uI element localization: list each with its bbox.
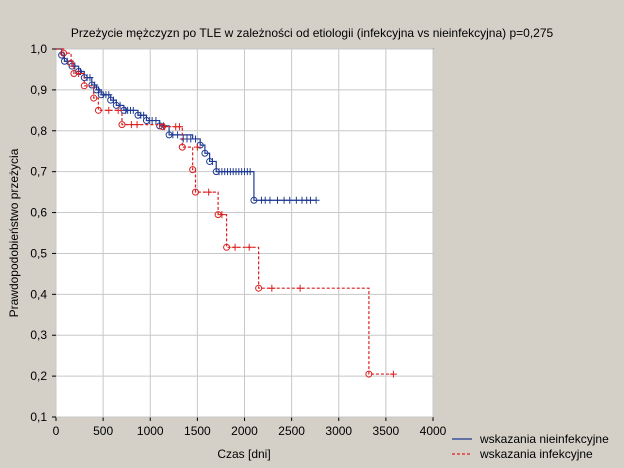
event-marker [94,106,102,114]
censored-marker [205,188,213,196]
y-tick-label: 0,2 [30,369,47,383]
y-axis-label: Prawdopodobieństwo przeżycia [7,148,21,317]
y-tick-label: 0,3 [30,328,47,342]
y-tick-label: 0,8 [30,124,47,138]
event-marker [255,284,263,292]
x-tick-label: 1500 [184,424,211,438]
legend-label-nieinfekcyjne: wskazania nieinfekcyjne [479,432,609,446]
censored-marker [268,284,276,292]
censored-marker [63,57,71,65]
censored-marker [109,96,117,104]
y-tick-label: 0,1 [30,410,47,424]
y-tick-label: 0,4 [30,287,47,301]
censored-marker [75,70,83,78]
censored-marker [191,135,199,143]
x-tick-label: 500 [93,424,113,438]
x-tick-label: 1000 [137,424,164,438]
x-tick-label: 0 [53,424,60,438]
survival-curve [56,48,394,375]
event-marker [118,121,126,129]
y-tick-label: 0,9 [30,83,47,97]
x-tick-label: 2000 [231,424,258,438]
legend-label-infekcyjne: wskazania infekcyjne [479,447,593,461]
series-nieinfekcyjne [56,48,320,204]
event-marker [67,59,75,67]
legend: wskazania nieinfekcyjne wskazania infekc… [452,432,609,461]
event-marker [250,196,258,204]
censored-marker [160,123,168,131]
censored-marker [193,143,201,151]
event-marker [189,166,197,174]
x-axis-label: Czas [dni] [217,447,270,461]
censored-marker [266,196,274,204]
censored-marker [94,86,102,94]
event-marker [201,149,209,157]
censored-marker [286,196,294,204]
survival-curve [56,48,317,201]
event-marker [191,188,199,196]
x-tick-label: 3500 [373,424,400,438]
y-tick-label: 0,7 [30,165,47,179]
chart-title: Przeżycie mężczyzn po TLE w zależności o… [71,26,554,40]
censored-marker [133,121,141,129]
censored-marker [175,123,183,131]
censored-marker [245,243,253,251]
censored-marker [174,131,182,139]
censored-marker [86,74,94,82]
censored-marker [312,196,320,204]
series-layer [56,48,397,378]
event-marker [58,51,66,59]
x-tick-label: 2500 [278,424,305,438]
y-tick-labels: 1,0 0,9 0,8 0,7 0,6 0,5 0,4 0,3 0,2 0,1 [30,42,47,424]
censored-marker [116,101,124,109]
event-marker [365,370,373,378]
censored-marker [218,211,226,219]
censored-marker [91,81,99,89]
censored-marker [114,106,122,114]
x-tick-labels: 0 500 1000 1500 2000 2500 3000 3500 4000 [53,424,447,438]
event-marker [90,94,98,102]
event-marker [178,143,186,151]
censored-marker [105,91,113,99]
series-infekcyjne [56,48,397,378]
censored-marker [246,168,254,176]
censored-marker [152,117,160,125]
event-marker [223,243,231,251]
censored-marker [140,111,148,119]
event-marker [80,82,88,90]
censored-marker [389,370,397,378]
y-tick-label: 0,6 [30,206,47,220]
y-tick-label: 0,5 [30,246,47,260]
censored-marker [231,243,239,251]
censored-marker [105,106,113,114]
censored-marker [129,106,137,114]
x-tick-label: 4000 [420,424,447,438]
censored-marker [273,196,281,204]
censored-marker [208,157,216,165]
censored-marker [296,284,304,292]
event-marker [60,49,68,57]
y-tick-label: 1,0 [30,42,47,56]
x-tick-label: 3000 [325,424,352,438]
